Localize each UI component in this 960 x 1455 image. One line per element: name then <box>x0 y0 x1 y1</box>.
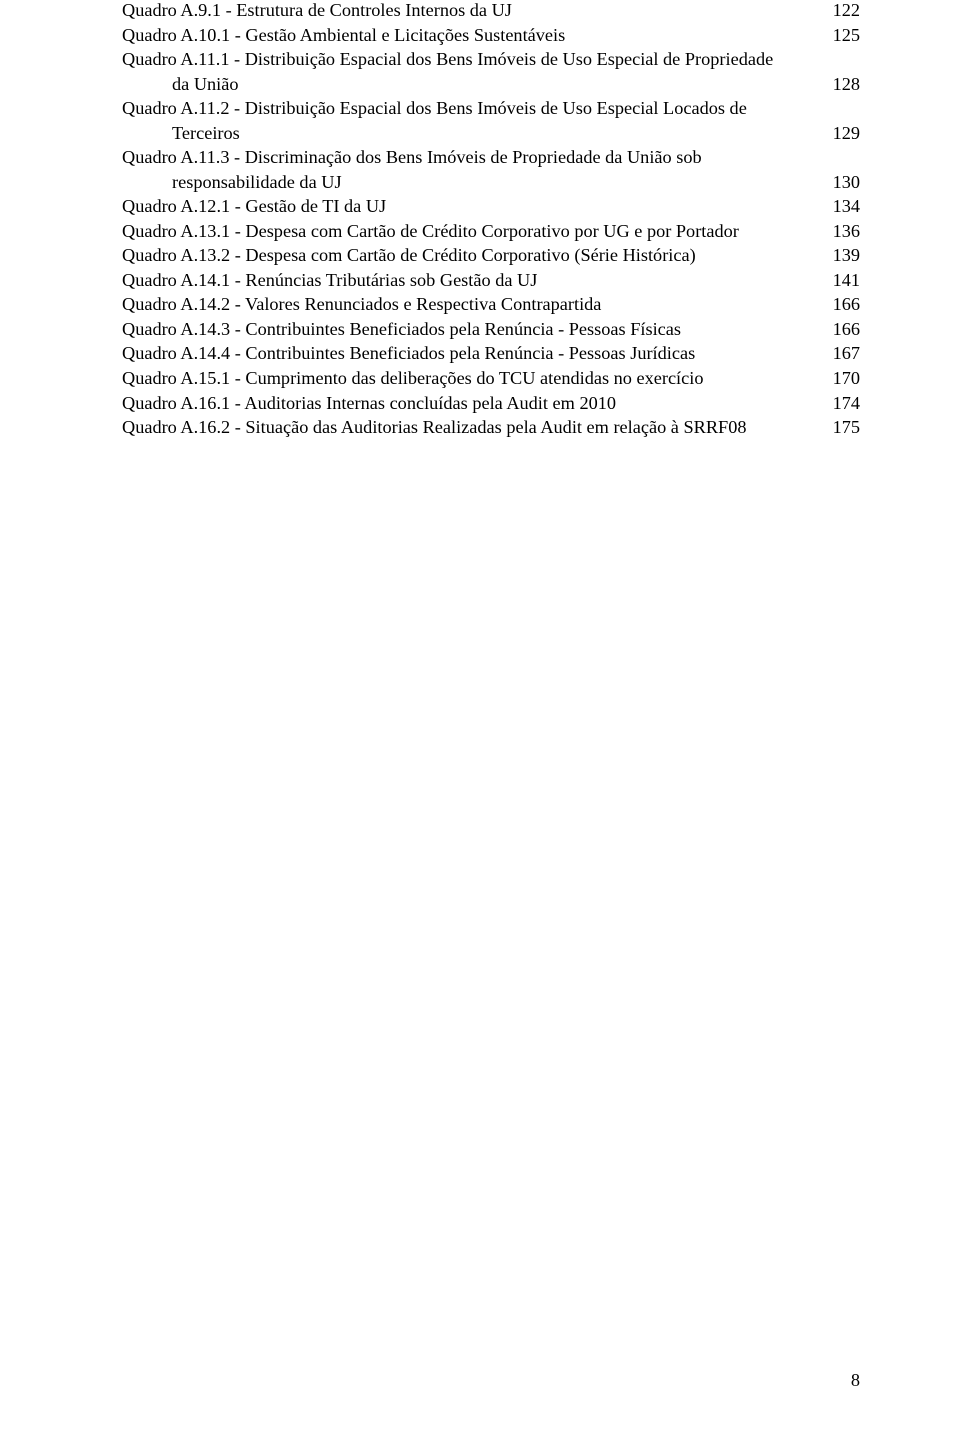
toc-label: Quadro A.14.4 - Contribuintes Beneficiad… <box>122 343 824 364</box>
toc-page-number: 125 <box>824 25 860 46</box>
toc-page-number: 122 <box>824 0 860 21</box>
toc-entry: Quadro A.15.1 - Cumprimento das delibera… <box>122 368 860 389</box>
toc-entry: Quadro A.14.1 - Renúncias Tributárias so… <box>122 270 860 291</box>
toc-entry-continuation: da União128 <box>122 74 860 95</box>
toc-entry-continuation: Terceiros129 <box>122 123 860 144</box>
toc-page-number: 174 <box>824 393 860 414</box>
toc-label: Quadro A.13.1 - Despesa com Cartão de Cr… <box>122 221 824 242</box>
toc-label: Quadro A.12.1 - Gestão de TI da UJ <box>122 196 824 217</box>
toc-label-continuation: da União <box>122 74 824 95</box>
toc-label: Quadro A.11.3 - Discriminação dos Bens I… <box>122 147 860 168</box>
toc-entry: Quadro A.16.1 - Auditorias Internas conc… <box>122 393 860 414</box>
toc-page-number: 170 <box>824 368 860 389</box>
toc-label-continuation: responsabilidade da UJ <box>122 172 824 193</box>
toc-label: Quadro A.11.1 - Distribuição Espacial do… <box>122 49 860 70</box>
toc-entry-continuation: responsabilidade da UJ130 <box>122 172 860 193</box>
toc-page-number: 139 <box>824 245 860 266</box>
toc-label: Quadro A.16.2 - Situação das Auditorias … <box>122 417 824 438</box>
toc-entry: Quadro A.12.1 - Gestão de TI da UJ134 <box>122 196 860 217</box>
toc-page-number: 134 <box>824 196 860 217</box>
toc-label: Quadro A.14.1 - Renúncias Tributárias so… <box>122 270 824 291</box>
toc-page-number: 141 <box>824 270 860 291</box>
toc-label: Quadro A.11.2 - Distribuição Espacial do… <box>122 98 860 119</box>
toc-entry: Quadro A.9.1 - Estrutura de Controles In… <box>122 0 860 21</box>
document-page: Quadro A.9.1 - Estrutura de Controles In… <box>0 0 960 1455</box>
toc-label: Quadro A.16.1 - Auditorias Internas conc… <box>122 393 824 414</box>
page-number: 8 <box>851 1370 860 1391</box>
toc-page-number: 128 <box>824 74 860 95</box>
toc-label: Quadro A.9.1 - Estrutura de Controles In… <box>122 0 824 21</box>
toc-page-number: 129 <box>824 123 860 144</box>
toc-entry: Quadro A.16.2 - Situação das Auditorias … <box>122 417 860 438</box>
toc-page-number: 130 <box>824 172 860 193</box>
toc-page-number: 175 <box>824 417 860 438</box>
toc-label: Quadro A.14.2 - Valores Renunciados e Re… <box>122 294 824 315</box>
toc-page-number: 167 <box>824 343 860 364</box>
table-of-contents: Quadro A.9.1 - Estrutura de Controles In… <box>122 0 860 438</box>
toc-entry: Quadro A.13.2 - Despesa com Cartão de Cr… <box>122 245 860 266</box>
toc-entry: Quadro A.10.1 - Gestão Ambiental e Licit… <box>122 25 860 46</box>
toc-entry: Quadro A.11.1 - Distribuição Espacial do… <box>122 49 860 70</box>
toc-label-continuation: Terceiros <box>122 123 824 144</box>
toc-entry: Quadro A.13.1 - Despesa com Cartão de Cr… <box>122 221 860 242</box>
toc-page-number: 166 <box>824 294 860 315</box>
toc-entry: Quadro A.14.2 - Valores Renunciados e Re… <box>122 294 860 315</box>
toc-label: Quadro A.14.3 - Contribuintes Beneficiad… <box>122 319 824 340</box>
toc-entry: Quadro A.14.3 - Contribuintes Beneficiad… <box>122 319 860 340</box>
toc-entry: Quadro A.11.2 - Distribuição Espacial do… <box>122 98 860 119</box>
toc-label: Quadro A.10.1 - Gestão Ambiental e Licit… <box>122 25 824 46</box>
toc-entry: Quadro A.11.3 - Discriminação dos Bens I… <box>122 147 860 168</box>
toc-page-number: 166 <box>824 319 860 340</box>
toc-label: Quadro A.15.1 - Cumprimento das delibera… <box>122 368 824 389</box>
toc-label: Quadro A.13.2 - Despesa com Cartão de Cr… <box>122 245 824 266</box>
toc-entry: Quadro A.14.4 - Contribuintes Beneficiad… <box>122 343 860 364</box>
toc-page-number: 136 <box>824 221 860 242</box>
